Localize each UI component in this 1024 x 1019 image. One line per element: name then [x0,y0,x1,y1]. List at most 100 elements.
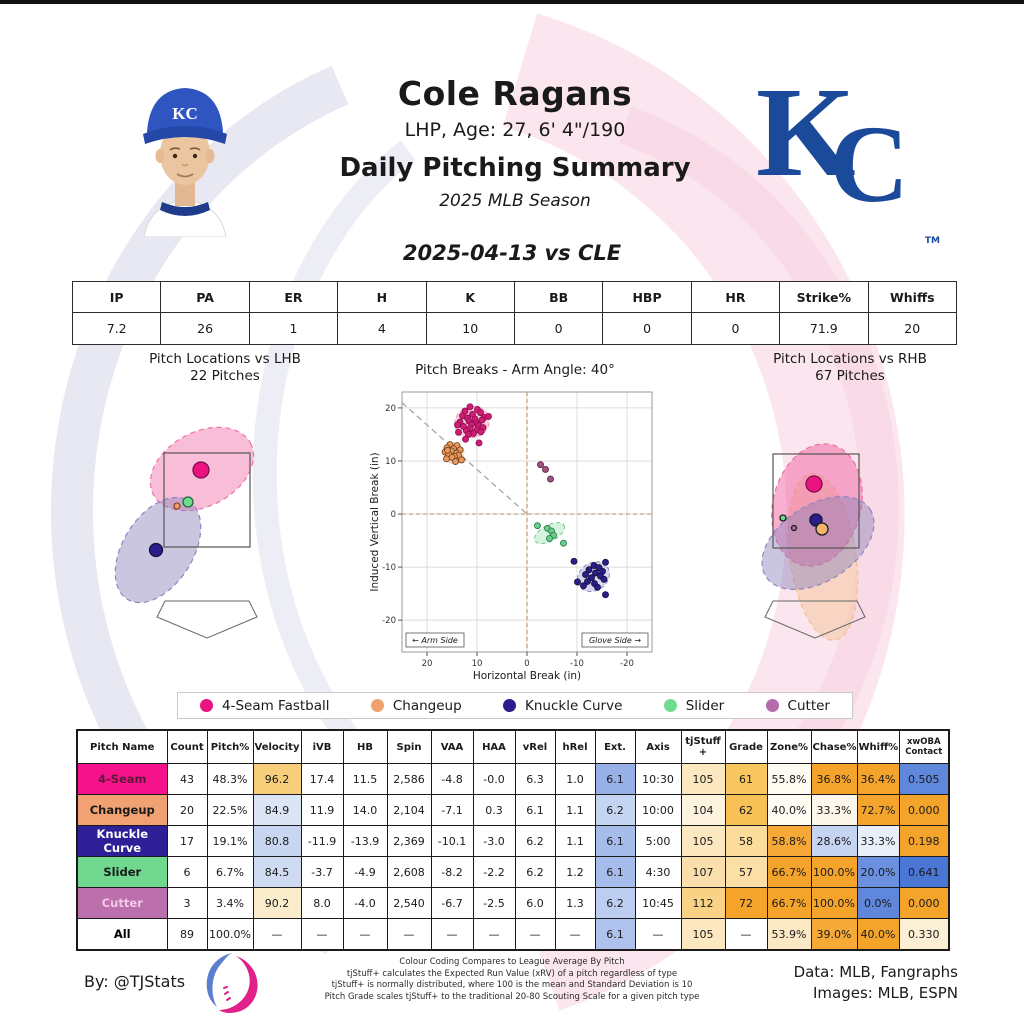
pitch-table-col-count: Count [166,729,208,764]
pitch-stat-cell: — [472,918,516,951]
pitch-stat-cell: 72.7% [856,794,900,826]
pitch-table-col-tjstuff-: tjStuff + [680,729,726,764]
pitch-stat-cell: 1.3 [554,887,596,919]
pitch-stat-cell: 10:30 [634,763,682,795]
pitch-table-col-zone-: Zone% [766,729,812,764]
pitch-stat-cell: 14.0 [342,794,388,826]
summary-value-er: 1 [248,312,339,345]
pitch-table-col-whiff-: Whiff% [856,729,900,764]
pitch-name-cell: Knuckle Curve [76,825,168,857]
pitch-stat-cell: 5:00 [634,825,682,857]
svg-text:10: 10 [472,659,483,669]
pitch-stat-cell: 11.5 [342,763,388,795]
top-border-bar [0,0,1024,4]
pitch-table-col-pitch-: Pitch% [206,729,254,764]
pitch-stat-cell: 80.8 [252,825,302,857]
pitch-stat-cell: — [430,918,474,951]
pitch-stat-cell: — [252,918,302,951]
pitch-metrics-table: Pitch Name Count Pitch% Velocity iVB HB Spin VA… [76,729,950,951]
pitch-row-4-seam: 4-Seam 43 48.3% 96.2 17.4 11.5 2,586 -4.8 -0.0 6.… [76,763,950,795]
summary-col-strike%: Strike% [779,281,869,313]
pitch-stat-cell: 19.1% [206,825,254,857]
pitch-stat-cell: 107 [680,856,726,888]
pitch-stat-cell: 55.8% [766,763,812,795]
pitch-stat-cell: 100.0% [810,887,858,919]
pitch-stat-cell: 66.7% [766,887,812,919]
legend-dot [200,699,213,712]
pitch-stat-cell: 4:30 [634,856,682,888]
pitch-table-col-chase-: Chase% [810,729,858,764]
pitch-stat-cell: 90.2 [252,887,302,919]
pitch-stat-cell: -4.0 [342,887,388,919]
pitch-table-col-velocity: Velocity [252,729,302,764]
summary-col-h: H [337,281,427,313]
pitch-stat-cell: 104 [680,794,726,826]
note-line-4: Pitch Grade scales tjStuff+ to the tradi… [324,991,700,1002]
pitch-stat-cell: — [634,918,682,951]
svg-text:Horizontal Break (in): Horizontal Break (in) [473,670,581,682]
pitch-table-col-grade: Grade [724,729,768,764]
pitch-stat-cell: — [300,918,344,951]
pitch-table-col-spin: Spin [386,729,432,764]
legend-item-slider: Slider [663,697,725,714]
pitch-stat-cell: 0.330 [898,918,950,951]
legend-label: 4-Seam Fastball [222,697,330,714]
pitch-stat-cell: 6.1 [514,794,556,826]
pitch-stat-cell: 2,369 [386,825,432,857]
svg-text:10: 10 [385,457,396,467]
svg-text:Induced Vertical Break (in): Induced Vertical Break (in) [369,452,381,591]
summary-col-hr: HR [690,281,781,313]
summary-value-whiffs: 20 [867,312,958,345]
pitch-stat-cell: 105 [680,918,726,951]
pitch-stat-cell: 2,608 [386,856,432,888]
pitch-name-cell: 4-Seam [76,763,168,795]
pitch-table-col-haa: HAA [472,729,516,764]
pitch-stat-cell: 1.1 [554,794,596,826]
images-credit: Images: MLB, ESPN [812,984,958,1002]
pitch-stat-cell: — [386,918,432,951]
pitch-stat-cell: 6.1 [594,918,636,951]
player-headshot: KC [143,88,227,237]
summary-col-pa: PA [160,281,250,313]
pitch-stat-cell: -3.7 [300,856,344,888]
pitch-stat-cell: 43 [166,763,208,795]
pitch-stat-cell: 33.3% [810,794,858,826]
lhb-title-line1: Pitch Locations vs LHB [149,351,301,367]
legend-label: Slider [685,697,725,714]
season-label: 2025 MLB Season [439,191,591,211]
pitch-locations-lhb-plot [114,426,258,639]
pitch-stat-cell: 1.1 [554,825,596,857]
pitch-stat-cell: — [554,918,596,951]
note-line-1: Colour Coding Compares to League Average… [399,957,625,967]
pitch-stat-cell: 17 [166,825,208,857]
team-logo-tm: TM [924,236,940,246]
pitch-stat-cell: -4.8 [430,763,474,795]
pitch-row-knuckle-curve: Knuckle Curve 17 19.1% 80.8 -11.9 -13.9 2,369-… [76,825,950,857]
summary-value-h: 4 [337,312,427,345]
pitch-stat-cell: 20.0% [856,856,900,888]
pitch-table-col-axis: Axis [634,729,682,764]
pitch-table-col-ext-: Ext. [594,729,636,764]
svg-text:← Arm Side: ← Arm Side [412,636,458,645]
pitch-stat-cell: — [342,918,388,951]
lhb-plot-title: Pitch Locations vs LHB 22 Pitches [75,351,375,385]
summary-col-ip: IP [71,281,162,313]
svg-text:20: 20 [385,404,396,414]
pitch-stat-cell: 1.2 [554,856,596,888]
pitch-stat-cell: 0.000 [898,887,950,919]
summary-value-strike%: 71.9 [779,312,869,345]
pitch-table-col-xwoba-contact: xwOBA Contact [898,729,950,764]
pitch-name-cell: Cutter [76,887,168,919]
rhb-title-line2: 67 Pitches [815,368,885,384]
svg-text:Glove Side →: Glove Side → [589,636,641,645]
pitch-breaks-plot: 20 10 0 -10 -20 20 10 0 -10 -20 Horizontal Break (… [369,391,653,682]
legend-dot [503,699,516,712]
pitch-stat-cell: — [724,918,768,951]
rhb-title-line1: Pitch Locations vs RHB [773,351,927,367]
pitch-table-col-vaa: VAA [430,729,474,764]
pitch-stat-cell: 62 [724,794,768,826]
pitch-stat-cell: 2,104 [386,794,432,826]
pitch-stat-cell: 58.8% [766,825,812,857]
pitch-table-col-vrel: vRel [514,729,556,764]
pitch-stat-cell: -13.9 [342,825,388,857]
